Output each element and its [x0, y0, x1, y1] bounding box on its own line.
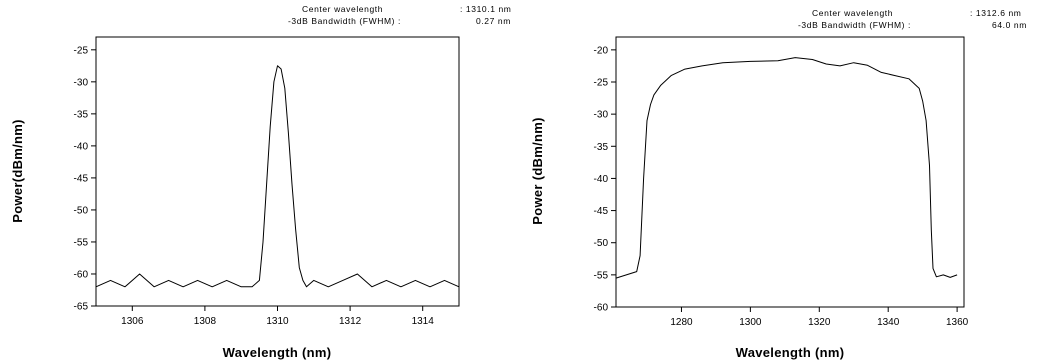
annotation-value-center: : 1310.1 nm	[460, 4, 512, 14]
y-tick-label: -40	[594, 174, 609, 185]
y-axis-title: Power(dBm/nm)	[10, 119, 25, 223]
plot-frame	[615, 36, 965, 308]
annotation-label-bandwidth: -3dB Bandwidth (FWHM) :	[288, 16, 401, 26]
y-tick-label: -25	[74, 45, 89, 56]
y-tick-label: -60	[594, 303, 609, 314]
y-tick-label: -55	[74, 237, 89, 248]
x-tick-label: 1308	[194, 316, 217, 327]
spectrum-trace	[95, 65, 460, 288]
annotation-value-bandwidth: 0.27 nm	[476, 16, 511, 26]
y-tick-label: -25	[594, 78, 609, 89]
annotation-value-bandwidth: 64.0 nm	[992, 20, 1027, 30]
y-tick-label: -65	[74, 302, 89, 313]
chart-panel-right: Center wavelength : 1312.6 nm -3dB Bandw…	[525, 0, 1051, 363]
annotation-value-center: : 1312.6 nm	[970, 8, 1022, 18]
y-tick-label: -35	[594, 142, 609, 153]
chart-panel-left: Center wavelength : 1310.1 nm -3dB Bandw…	[0, 0, 525, 363]
x-tick-label: 1306	[121, 316, 144, 327]
annotation-label-center: Center wavelength	[812, 8, 893, 18]
x-tick-label: 1300	[739, 317, 762, 328]
x-tick-label: 1320	[808, 317, 831, 328]
y-tick-label: -45	[74, 173, 89, 184]
y-tick-label: -35	[74, 109, 89, 120]
x-tick-label: 1340	[877, 317, 900, 328]
spectrum-trace	[615, 57, 958, 279]
y-tick-label: -20	[594, 45, 609, 56]
y-tick-label: -40	[74, 141, 89, 152]
y-tick-label: -50	[594, 238, 609, 249]
y-tick-label: -30	[74, 77, 89, 88]
x-tick-label: 1314	[412, 316, 435, 327]
x-tick-label: 1360	[946, 317, 969, 328]
spectrum-chart-narrow: Center wavelength : 1310.1 nm -3dB Bandw…	[10, 4, 512, 360]
annotation-label-center: Center wavelength	[302, 4, 383, 14]
x-tick-label: 1312	[339, 316, 362, 327]
y-tick-label: -50	[74, 205, 89, 216]
y-tick-label: -45	[594, 206, 609, 217]
y-tick-label: -60	[74, 269, 89, 280]
x-tick-label: 1280	[670, 317, 693, 328]
spectrum-chart-broad: Center wavelength : 1312.6 nm -3dB Bandw…	[530, 8, 1027, 360]
y-axis-title: Power (dBm/nm)	[530, 117, 545, 224]
x-axis-title: Wavelength (nm)	[736, 345, 845, 360]
plot-frame	[95, 36, 460, 307]
y-tick-label: -55	[594, 270, 609, 281]
x-tick-label: 1310	[266, 316, 289, 327]
x-axis-title: Wavelength (nm)	[223, 345, 332, 360]
y-tick-label: -30	[594, 110, 609, 121]
annotation-label-bandwidth: -3dB Bandwidth (FWHM) :	[798, 20, 911, 30]
